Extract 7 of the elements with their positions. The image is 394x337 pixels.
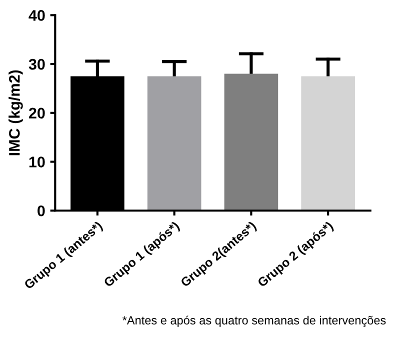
y-tick-label: 20 — [28, 108, 45, 119]
y-axis-title: IMC (kg/m2) — [8, 70, 23, 156]
y-tick-label: 10 — [29, 156, 45, 168]
text: *Antes e após as quatro semanas de intervenções — [122, 316, 386, 327]
y-tick-label: 40 — [28, 10, 45, 21]
y-tick-label: 0 — [38, 205, 45, 216]
y-tick-label: 30 — [28, 58, 45, 70]
